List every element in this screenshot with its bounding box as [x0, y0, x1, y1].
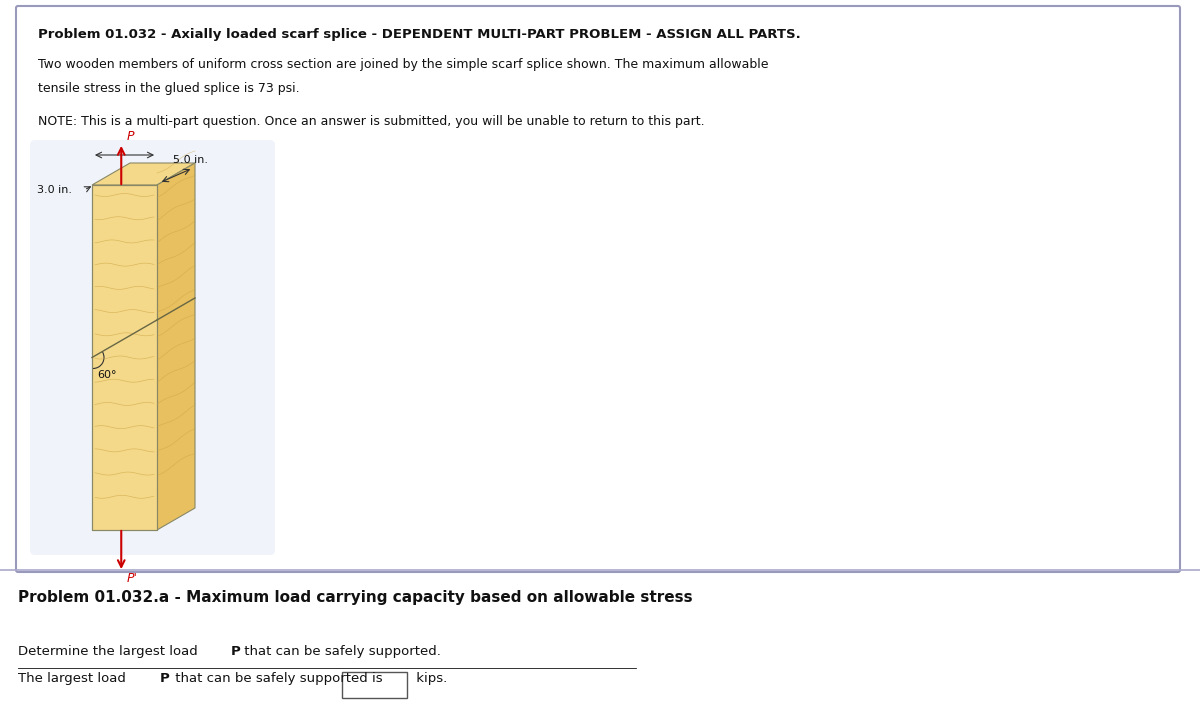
Text: 3.0 in.: 3.0 in. — [37, 185, 72, 195]
Text: P: P — [126, 131, 133, 144]
FancyBboxPatch shape — [16, 6, 1180, 572]
Text: P: P — [160, 672, 169, 685]
Text: Determine the largest load: Determine the largest load — [18, 645, 202, 658]
Text: that can be safely supported.: that can be safely supported. — [240, 645, 440, 658]
Text: kips.: kips. — [412, 672, 448, 685]
FancyBboxPatch shape — [30, 140, 275, 555]
Text: 60°: 60° — [97, 370, 116, 380]
Text: that can be safely supported is: that can be safely supported is — [172, 672, 383, 685]
Text: P': P' — [126, 572, 137, 585]
Polygon shape — [92, 163, 196, 185]
Polygon shape — [157, 163, 196, 530]
Text: Problem 01.032.a - Maximum load carrying capacity based on allowable stress: Problem 01.032.a - Maximum load carrying… — [18, 590, 692, 605]
Text: 5.0 in.: 5.0 in. — [174, 155, 209, 165]
Text: P: P — [230, 645, 241, 658]
FancyBboxPatch shape — [342, 672, 407, 698]
Text: Two wooden members of uniform cross section are joined by the simple scarf splic: Two wooden members of uniform cross sect… — [38, 58, 768, 71]
Text: The largest load: The largest load — [18, 672, 130, 685]
Text: tensile stress in the glued splice is 73 psi.: tensile stress in the glued splice is 73… — [38, 82, 300, 95]
Polygon shape — [92, 185, 157, 530]
Text: NOTE: This is a multi-part question. Once an answer is submitted, you will be un: NOTE: This is a multi-part question. Onc… — [38, 115, 704, 128]
Text: Problem 01.032 - Axially loaded scarf splice - DEPENDENT MULTI-PART PROBLEM - AS: Problem 01.032 - Axially loaded scarf sp… — [38, 28, 800, 41]
